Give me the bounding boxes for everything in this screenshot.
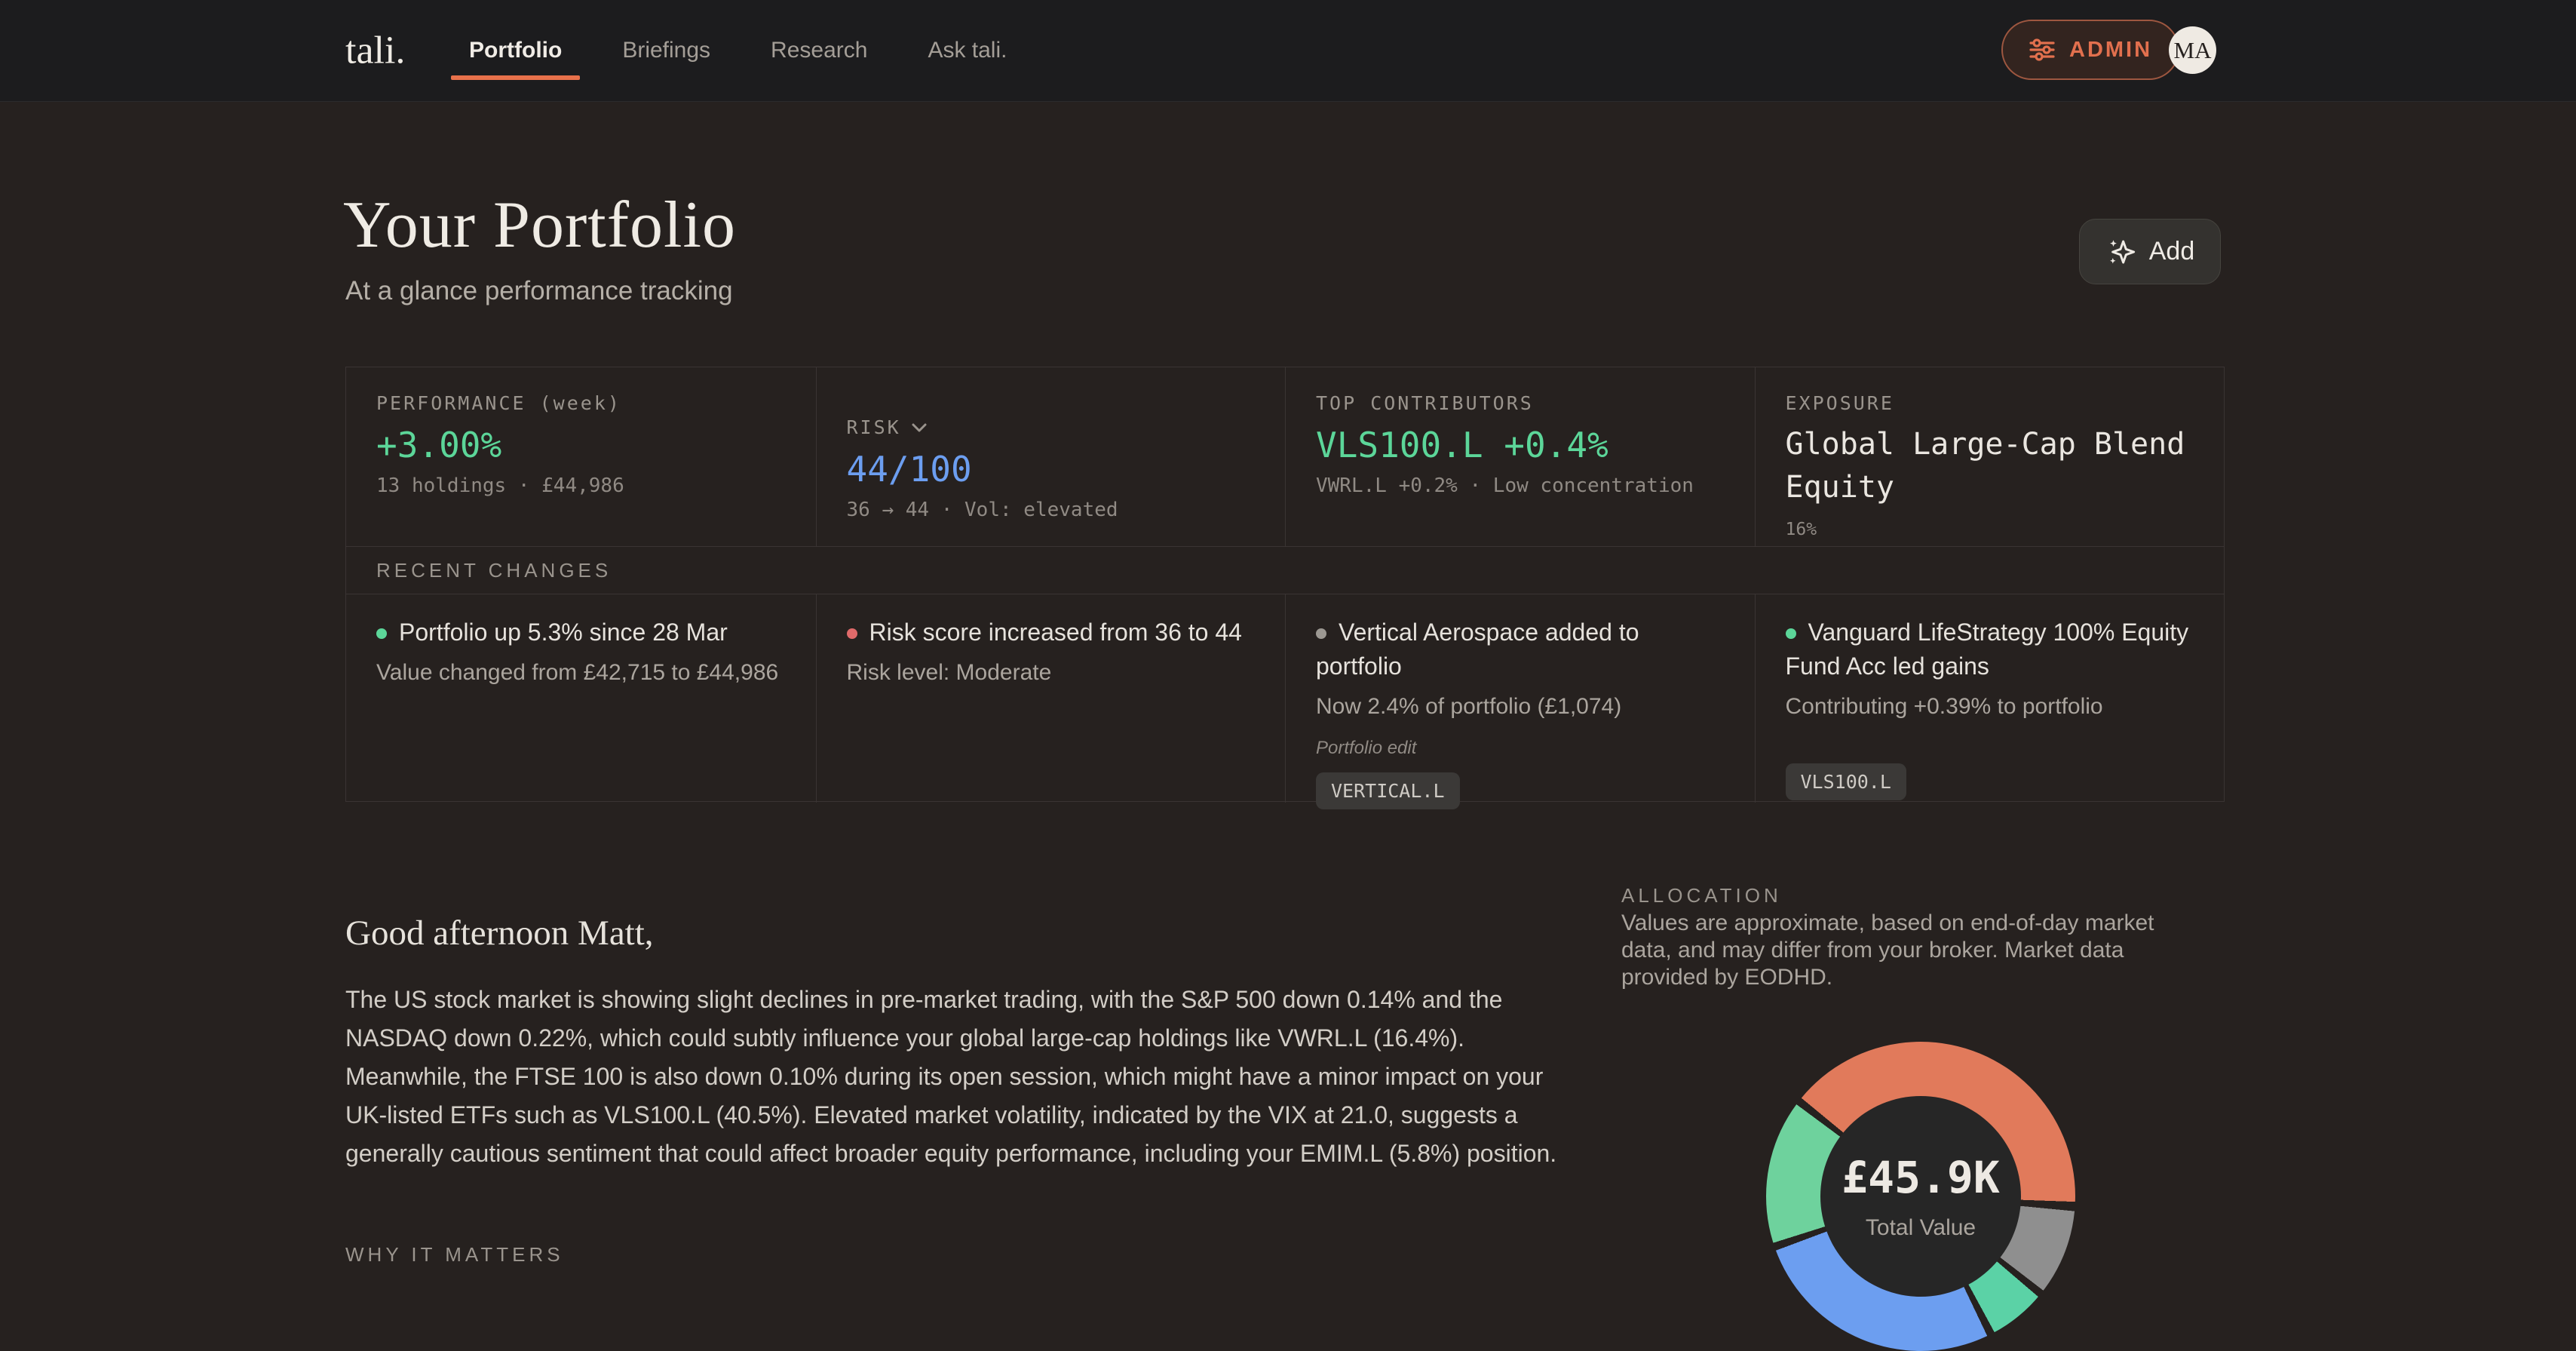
stat-risk-value: 44/100	[846, 449, 972, 490]
add-button[interactable]: Add	[2079, 219, 2221, 284]
change-title-text: Vertical Aerospace added to portfolio	[1316, 619, 1639, 680]
allocation-donut[interactable]: £45.9K Total Value	[1766, 1042, 2075, 1351]
allocation-disclaimer: Values are approximate, based on end-of-…	[1621, 910, 2154, 990]
avatar[interactable]: MA	[2169, 26, 2216, 74]
tab-portfolio[interactable]: Portfolio	[450, 0, 581, 101]
green-dot-icon	[1785, 628, 1796, 639]
briefing-paragraph: The US stock market is showing slight de…	[345, 986, 1557, 1167]
stat-performance-value: +3.00%	[376, 425, 502, 465]
stat-top-contributors-sub: VWRL.L +0.2% · Low concentration	[1316, 474, 1694, 497]
change-sub: Value changed from £42,715 to £44,986	[376, 660, 779, 685]
stat-exposure-label: EXPOSURE	[1785, 392, 1894, 414]
sliders-icon	[2029, 38, 2056, 61]
allocation-label: ALLOCATION	[1621, 884, 1782, 907]
change-item-vertical-added: Vertical Aerospace added to portfolio No…	[1285, 594, 1755, 809]
stat-top-contributors: TOP CONTRIBUTORS VLS100.L +0.4% VWRL.L +…	[1285, 367, 1755, 546]
stat-risk-label-text: RISK	[846, 416, 901, 438]
stat-exposure: EXPOSURE Global Large-Cap Blend Equity 1…	[1754, 367, 2225, 546]
tab-research[interactable]: Research	[771, 38, 868, 63]
recent-changes-label: RECENT CHANGES	[376, 558, 612, 582]
chevron-down-icon[interactable]	[910, 422, 928, 434]
stat-exposure-value: Global Large-Cap Blend Equity	[1785, 427, 2185, 505]
tab-briefings[interactable]: Briefings	[622, 38, 711, 63]
change-item-portfolio-up: Portfolio up 5.3% since 28 Mar Value cha…	[346, 594, 816, 803]
recent-changes-header: RECENT CHANGES	[346, 546, 2224, 594]
avatar-initials: MA	[2173, 36, 2212, 63]
change-item-risk-increase: Risk score increased from 36 to 44 Risk …	[815, 594, 1286, 803]
admin-button[interactable]: ADMIN	[2001, 20, 2180, 80]
red-dot-icon	[846, 628, 857, 639]
sparkle-icon	[2105, 236, 2137, 268]
stat-performance-sub: 13 holdings · £44,986	[376, 474, 624, 497]
change-item-vls100-gains: Vanguard LifeStrategy 100% Equity Fund A…	[1754, 594, 2225, 803]
main-nav: Portfolio Briefings Research Ask tali.	[450, 0, 1014, 101]
change-title: Vanguard LifeStrategy 100% Equity Fund A…	[1785, 616, 2196, 683]
stat-risk: RISK 44/100 36 → 44 · Vol: elevated	[815, 367, 1286, 546]
recent-changes-row: Portfolio up 5.3% since 28 Mar Value cha…	[346, 594, 2225, 809]
change-title: Risk score increased from 36 to 44	[846, 616, 1257, 649]
donut-center: £45.9K Total Value	[1820, 1096, 2021, 1297]
change-sub: Risk level: Moderate	[846, 660, 1052, 685]
add-button-label: Add	[2148, 237, 2195, 266]
change-sub: Now 2.4% of portfolio (£1,074)	[1316, 694, 1622, 719]
total-value: £45.9K	[1842, 1152, 2000, 1203]
stat-performance: PERFORMANCE (week) +3.00% 13 holdings · …	[346, 367, 816, 546]
ticker-chip-vertical: VERTICAL.L	[1316, 772, 1460, 809]
stat-exposure-sub: 16%	[1785, 520, 1817, 539]
page-title: Your Portfolio	[343, 189, 736, 262]
stat-risk-label: RISK	[847, 416, 1256, 438]
green-dot-icon	[376, 628, 387, 639]
ticker-chip-vls100: VLS100.L	[1785, 763, 1906, 800]
stat-top-contributors-value: VLS100.L +0.4%	[1316, 425, 1608, 465]
tab-ask-tali[interactable]: Ask tali.	[928, 38, 1007, 63]
stat-risk-sub: 36 → 44 · Vol: elevated	[846, 499, 1118, 521]
change-title: Portfolio up 5.3% since 28 Mar	[376, 616, 787, 649]
greeting: Good afternoon Matt,	[345, 913, 654, 953]
logo[interactable]: tali.	[345, 29, 406, 72]
stat-top-contributors-label: TOP CONTRIBUTORS	[1316, 392, 1534, 414]
top-nav: tali. Portfolio Briefings Research Ask t…	[0, 0, 2576, 102]
gray-dot-icon	[1316, 628, 1326, 639]
change-sub: Contributing +0.39% to portfolio	[1785, 694, 2103, 719]
change-title: Vertical Aerospace added to portfolio	[1316, 616, 1726, 683]
change-meta: Portfolio edit	[1316, 738, 1417, 758]
stats-row: PERFORMANCE (week) +3.00% 13 holdings · …	[346, 367, 2224, 546]
total-value-caption: Total Value	[1865, 1215, 1976, 1240]
stat-performance-label: PERFORMANCE (week)	[376, 392, 621, 414]
change-title-text: Portfolio up 5.3% since 28 Mar	[399, 619, 728, 646]
why-it-matters-label: WHY IT MATTERS	[345, 1243, 564, 1266]
change-title-text: Vanguard LifeStrategy 100% Equity Fund A…	[1785, 619, 2189, 680]
page-subtitle: At a glance performance tracking	[345, 276, 733, 306]
change-title-text: Risk score increased from 36 to 44	[869, 619, 1242, 646]
admin-button-label: ADMIN	[2069, 37, 2153, 62]
stats-panel: PERFORMANCE (week) +3.00% 13 holdings · …	[345, 367, 2225, 809]
